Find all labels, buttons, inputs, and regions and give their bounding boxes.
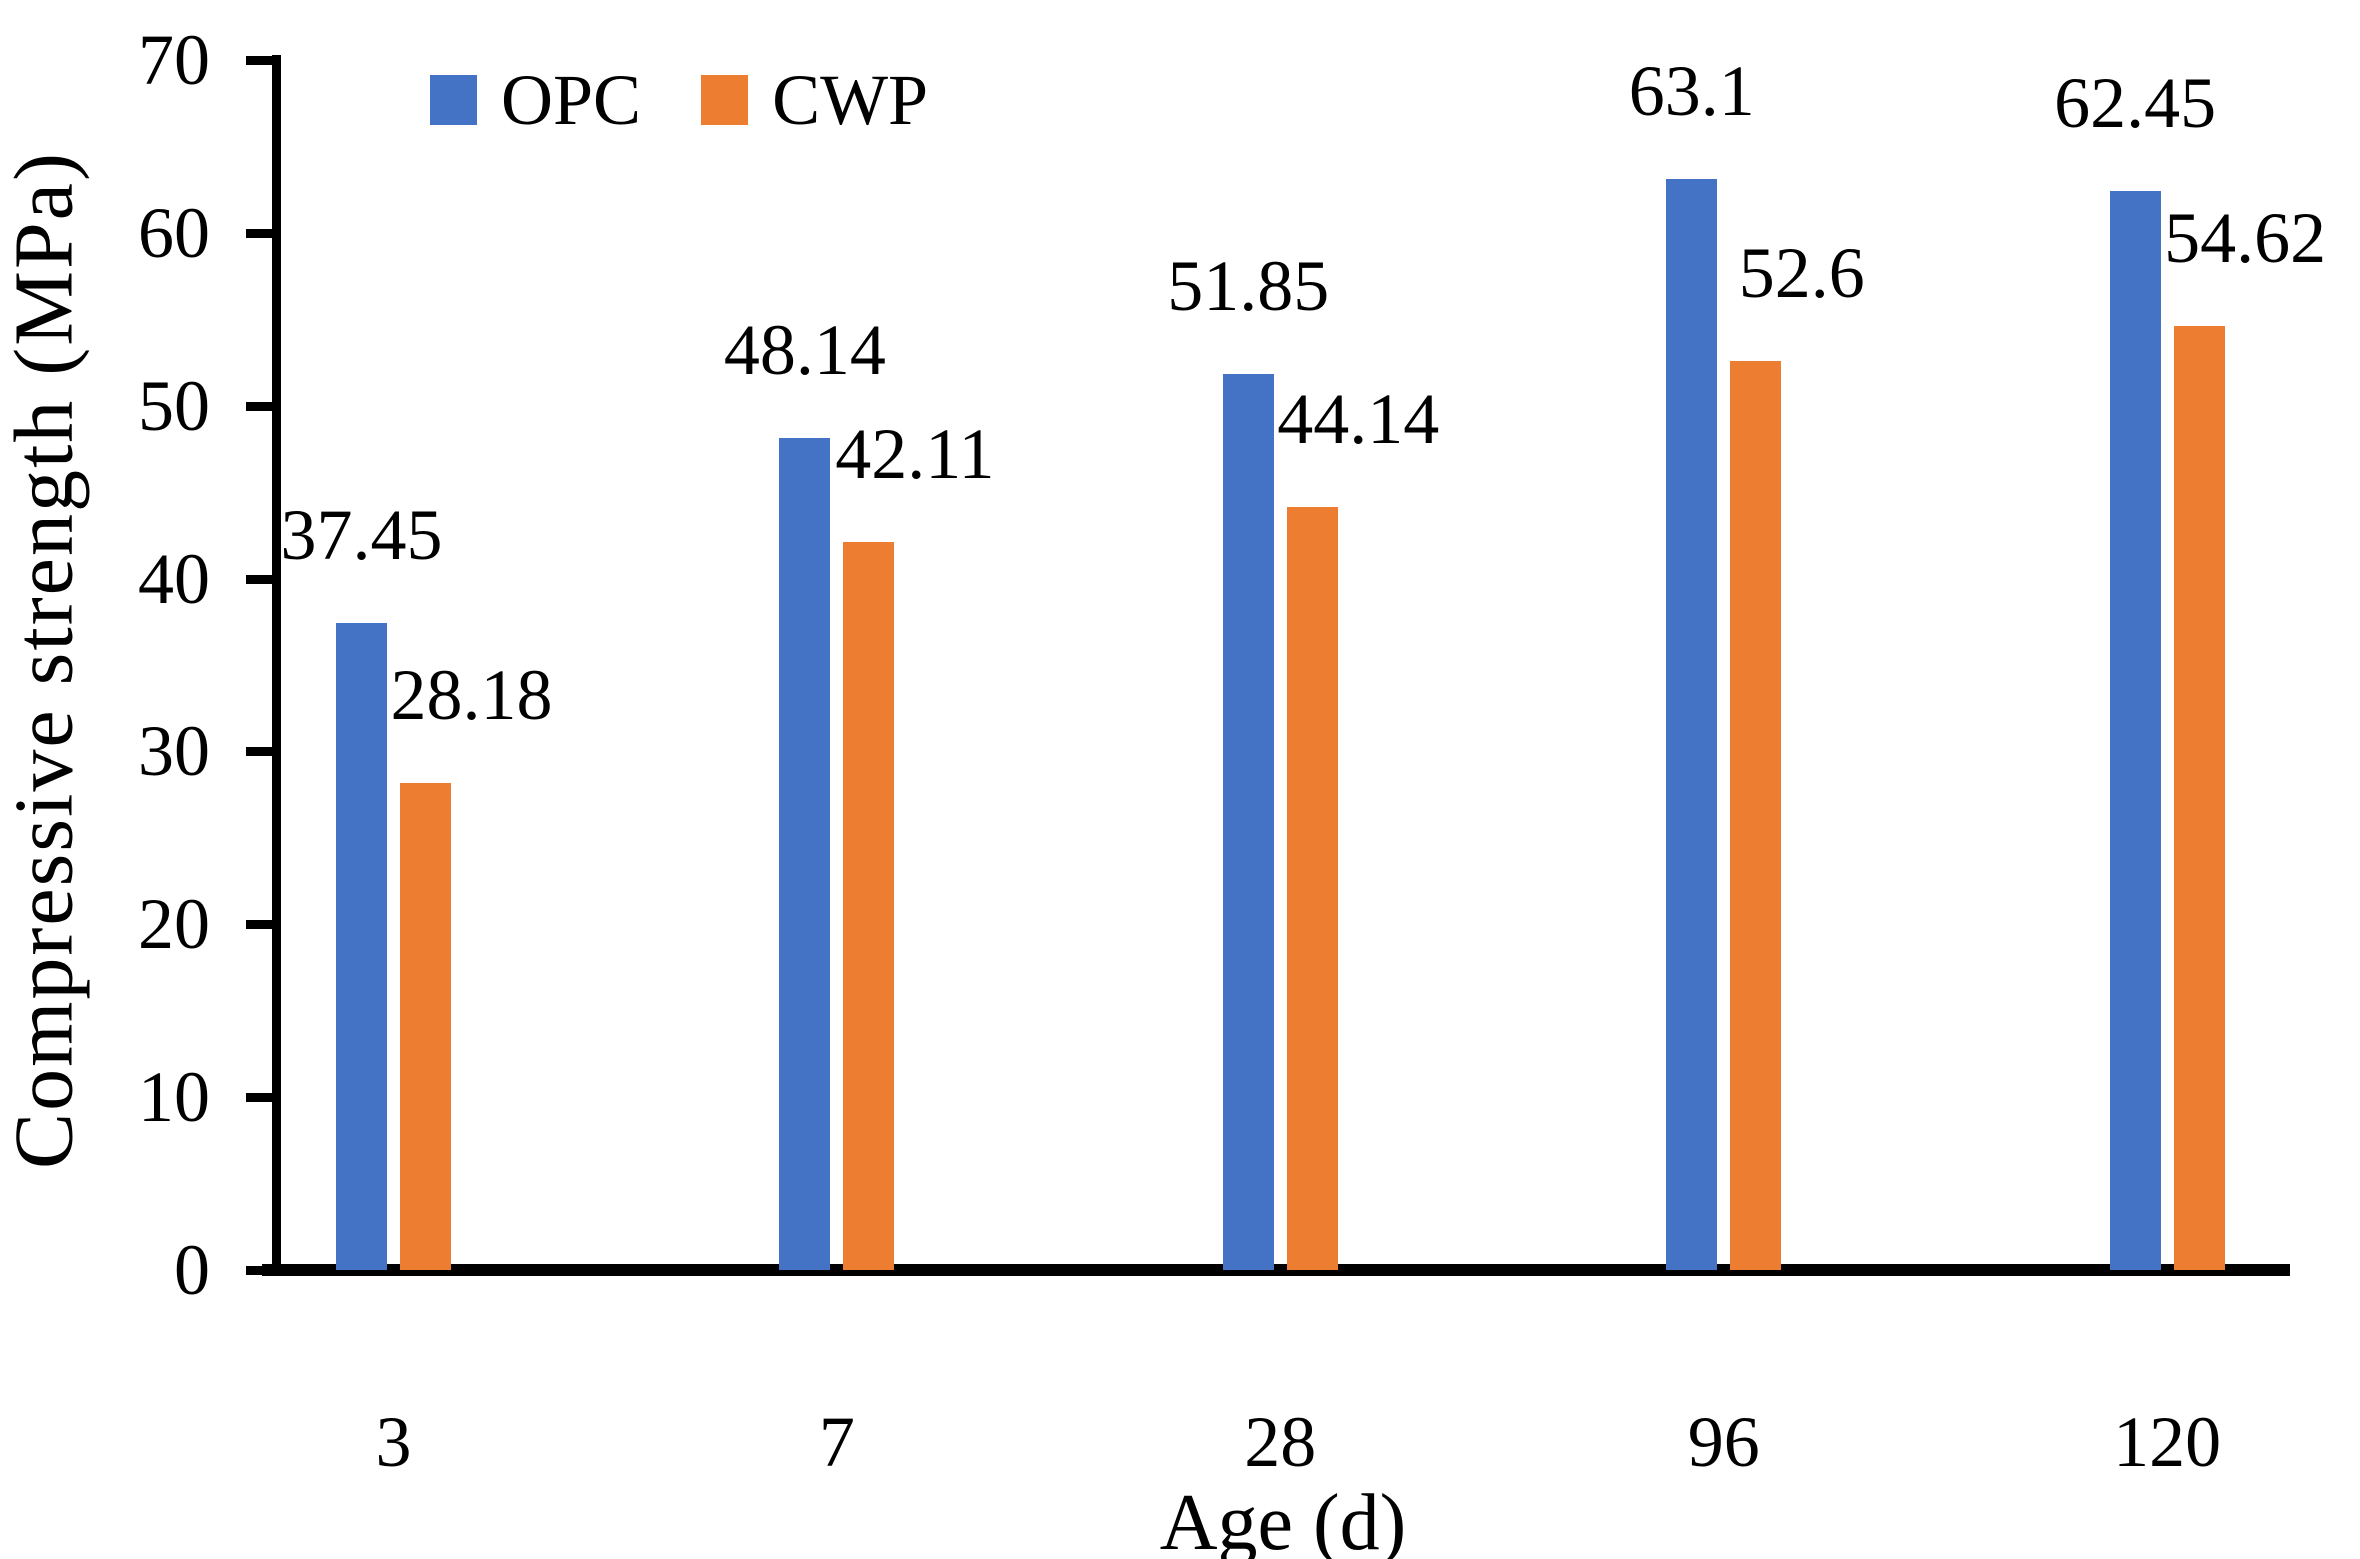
x-tick-label: 120 <box>2113 1402 2222 1482</box>
value-label-opc-28: 51.85 <box>1167 245 1330 326</box>
y-tick-label: 20 <box>138 884 210 965</box>
value-label-cwp-28: 44.14 <box>1277 379 1440 459</box>
legend-swatch-opc <box>430 75 477 125</box>
y-axis-line <box>272 55 281 1276</box>
legend-label-cwp: CWP <box>772 60 929 140</box>
bar-cwp-96 <box>1730 360 1782 1270</box>
y-tick <box>246 56 272 65</box>
bar-cwp-7 <box>843 542 895 1270</box>
bar-opc-120 <box>2109 190 2161 1270</box>
y-tick <box>246 1266 272 1275</box>
y-tick <box>246 574 272 584</box>
value-label-opc-96: 63.1 <box>1628 51 1755 132</box>
value-label-cwp-7: 42.11 <box>835 414 995 495</box>
y-tick <box>246 1093 272 1103</box>
bar-cwp-28 <box>1286 507 1338 1270</box>
value-label-opc-120: 62.45 <box>2054 62 2217 143</box>
legend: OPC CWP <box>430 60 929 140</box>
y-tick <box>246 747 272 757</box>
y-tick <box>246 228 272 238</box>
value-label-cwp-120: 54.62 <box>2164 197 2327 278</box>
bar-opc-28 <box>1222 373 1274 1270</box>
legend-swatch-cwp <box>701 75 749 125</box>
bar-cwp-120 <box>2173 325 2225 1270</box>
value-label-opc-7: 48.14 <box>723 309 886 390</box>
y-axis-title: Compressive strength (MPa) <box>0 151 91 1169</box>
value-label-opc-3: 37.45 <box>280 494 443 575</box>
x-tick-label: 3 <box>375 1402 412 1482</box>
x-tick-label: 28 <box>1244 1402 1317 1482</box>
y-tick-label: 50 <box>138 365 210 446</box>
y-tick-label: 60 <box>138 192 210 273</box>
x-tick-label: 96 <box>1687 1402 1760 1482</box>
legend-item-cwp: CWP <box>701 60 929 140</box>
x-tick-label: 7 <box>818 1402 855 1482</box>
y-tick-label: 0 <box>174 1230 210 1310</box>
y-tick-label: 30 <box>138 711 210 792</box>
bar-opc-96 <box>1666 179 1718 1270</box>
x-axis-line <box>262 1264 2290 1276</box>
bar-cwp-3 <box>400 782 451 1270</box>
bar-opc-7 <box>779 437 831 1270</box>
x-axis-title: Age (d) <box>1159 1479 1407 1559</box>
y-tick <box>246 401 272 411</box>
y-tick-label: 40 <box>138 538 210 619</box>
value-label-cwp-3: 28.18 <box>390 654 553 735</box>
value-label-cwp-96: 52.6 <box>1738 232 1865 313</box>
bar-opc-3 <box>336 622 387 1270</box>
y-tick-label: 70 <box>138 20 210 100</box>
legend-label-opc: OPC <box>501 60 642 140</box>
legend-item-opc: OPC <box>430 60 642 140</box>
y-tick <box>246 920 272 930</box>
y-tick-label: 10 <box>138 1057 210 1138</box>
